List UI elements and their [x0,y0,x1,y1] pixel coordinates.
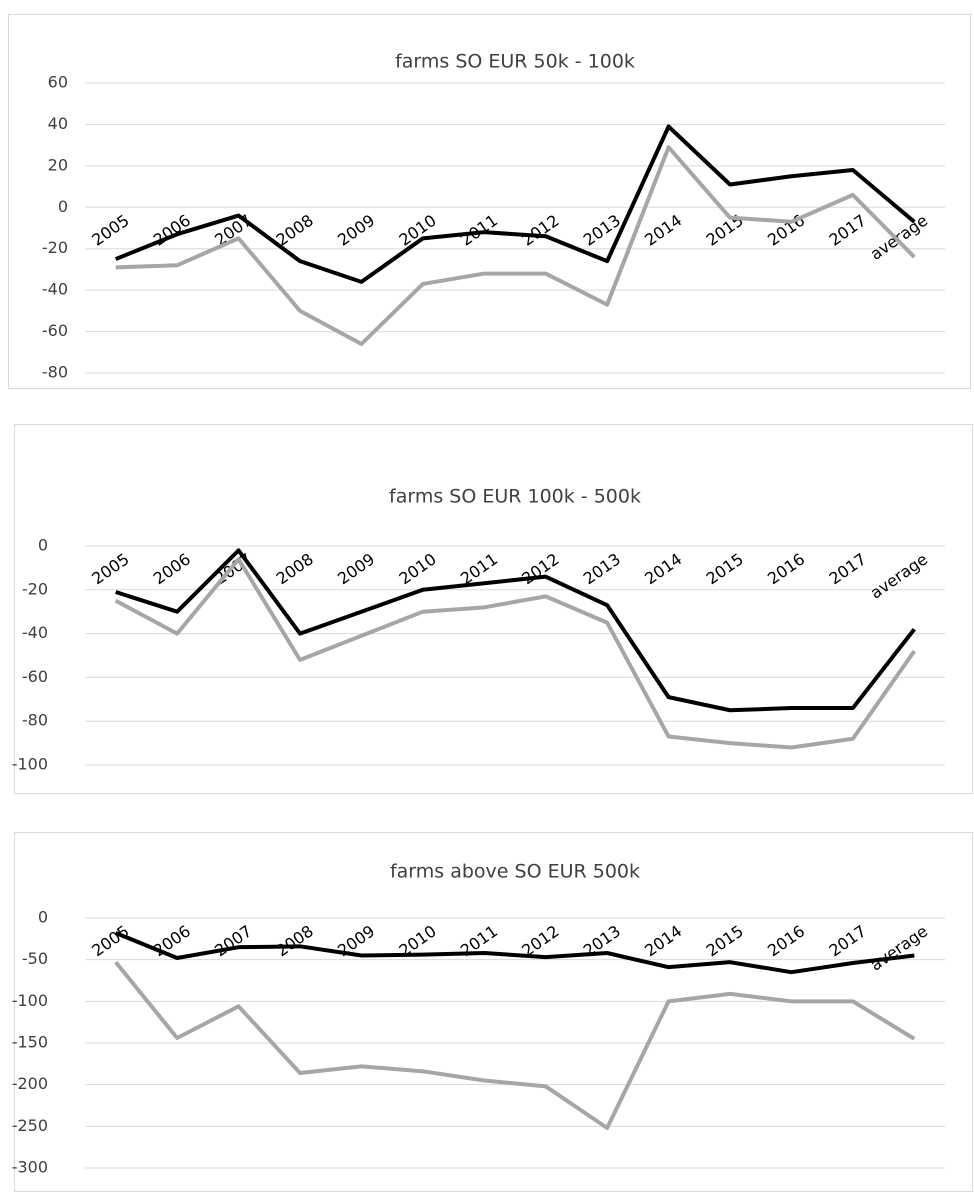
y-tick-label: -60 [42,321,68,340]
y-tick-label: 0 [58,197,68,216]
data-line [114,124,916,284]
chart-frame [8,14,971,389]
y-tick-label: -100 [12,991,48,1010]
y-tick-label: 60 [48,73,68,92]
y-tick-label: -150 [12,1033,48,1052]
y-tick-label: -200 [12,1074,48,1093]
data-line [114,557,916,750]
y-tick-label: -80 [42,363,68,382]
chart-frame [14,424,973,794]
y-tick-label: 0 [38,908,48,927]
chart-title: farms SO EUR 50k - 100k [395,51,635,73]
y-tick-label: 40 [48,114,68,133]
chart-title: farms SO EUR 100k - 500k [389,486,641,508]
y-tick-label: -40 [42,280,68,299]
y-tick-label: -50 [22,949,48,968]
y-tick-label: -40 [22,623,48,642]
y-tick-label: -100 [12,755,48,774]
data-line [114,931,915,975]
y-tick-label: -250 [12,1116,48,1135]
y-tick-label: -20 [22,579,48,598]
data-line [115,145,916,346]
y-tick-label: 0 [38,536,48,555]
y-tick-label: -300 [12,1158,48,1177]
y-tick-label: -80 [22,711,48,730]
y-tick-label: -20 [42,238,68,257]
data-line [114,960,916,1130]
y-tick-label: -60 [22,667,48,686]
data-line [115,548,916,713]
y-tick-label: 20 [48,155,68,174]
chart-title: farms above SO EUR 500k [390,861,640,883]
chart-frame [14,832,973,1192]
